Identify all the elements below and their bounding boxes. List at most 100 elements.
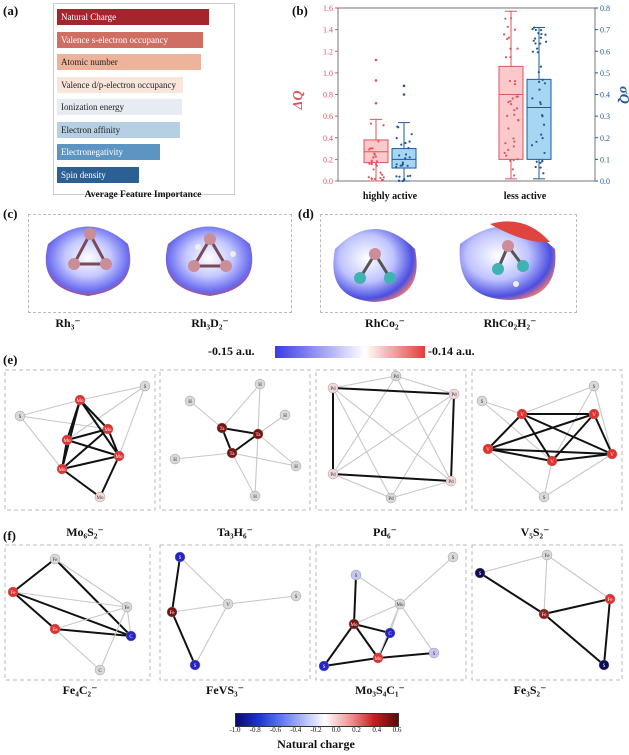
graph-edge (19, 399, 81, 417)
graph-node (254, 378, 266, 390)
panel-label-b: (b) (292, 3, 308, 18)
data-point (542, 123, 546, 126)
outlier-point (402, 93, 406, 96)
graph-node (169, 453, 181, 465)
caption-rhco2: RhCo₂⁻ (365, 316, 405, 330)
graph-node-label: S (19, 415, 22, 420)
graph-edge (521, 413, 613, 455)
graph-node-label: S (323, 665, 326, 670)
graph-node (604, 593, 616, 605)
left-tick-label: 1.2 (323, 47, 333, 56)
caption-rh3d2: Rh₃D₂⁻ (191, 316, 229, 330)
graph-node-label: Fe (170, 611, 176, 616)
graph-edge (12, 591, 56, 630)
box (363, 139, 389, 164)
graph-node-label: Pd (448, 480, 454, 485)
data-point (533, 26, 536, 29)
right-tick-label: 0.1 (600, 155, 610, 164)
data-point (379, 176, 382, 180)
data-point (408, 140, 411, 143)
data-point (379, 171, 382, 174)
data-point (517, 119, 520, 122)
feature-bar: Atomic number (57, 54, 202, 70)
data-point (369, 147, 372, 150)
graph-edge (99, 455, 120, 498)
graph-node (384, 627, 396, 639)
data-point (512, 174, 516, 177)
feature-bar: Ionization energy (57, 99, 182, 115)
data-point (509, 103, 513, 106)
caption-fe4c2: Fe₄C₂⁻ (62, 683, 98, 697)
panel-label-f: (f) (3, 528, 16, 543)
graph-ta3h6: H H H H H H Ta Ta Ta (159, 369, 311, 511)
data-point (539, 65, 543, 68)
data-point (541, 160, 544, 163)
outlier-point (374, 58, 378, 62)
data-point (395, 165, 398, 169)
graph-node (606, 448, 618, 460)
graph-node-label: Fe (608, 598, 614, 603)
data-point (510, 17, 513, 20)
data-point (535, 140, 538, 143)
graph-node (74, 394, 86, 406)
graph-edge (179, 556, 229, 605)
data-point (539, 102, 542, 106)
graph-node (474, 567, 486, 579)
data-point (404, 153, 408, 156)
graph-node (121, 601, 133, 613)
graph-node-label: Fe (125, 606, 131, 611)
graph-node (125, 630, 137, 642)
data-point (371, 147, 374, 150)
data-point (509, 55, 512, 59)
data-point (372, 168, 375, 171)
graph-edge (487, 448, 613, 455)
caption-rhco2h2: RhCo₂H₂⁻ (483, 316, 537, 330)
graph-edge (171, 603, 229, 613)
category-label: highly active (363, 191, 418, 202)
graph-node-label: C (388, 632, 392, 637)
data-point (539, 101, 542, 104)
graph-fe4c2: Fe Fe Fe Fe C C (4, 544, 151, 681)
graph-edge (395, 375, 452, 482)
graph-pd6: Pd Pd Pd Pd Pd Pd (315, 369, 467, 511)
data-point (372, 156, 375, 159)
left-tick-label: 1.6 (323, 4, 333, 13)
data-point (536, 47, 539, 50)
graph-node (348, 618, 360, 630)
graph-node-label: V (592, 413, 596, 418)
data-point (512, 145, 515, 148)
data-point (542, 172, 545, 175)
data-point (506, 37, 509, 41)
graph-node-label: Ta (230, 452, 236, 457)
graph-node (7, 586, 19, 598)
caption-fe3s2: Fe₃S₂⁻ (513, 683, 547, 697)
right-tick-label: 0.6 (600, 47, 610, 56)
feature-bar: Electron affinity (57, 121, 181, 138)
data-point (395, 175, 398, 178)
data-point (540, 32, 543, 36)
graph-node (216, 422, 228, 434)
graph-node-label: H (258, 383, 262, 388)
graph-node-label: S (481, 400, 484, 405)
right-tick-label: 0.7 (600, 26, 610, 35)
rh3d2-esp-map (165, 226, 253, 296)
data-point (531, 50, 535, 53)
right-tick-label: 0.0 (600, 177, 610, 186)
data-point (515, 107, 519, 110)
graph-node-label: Fe (545, 554, 551, 559)
left-tick-label: 0.2 (323, 155, 333, 164)
data-point (541, 137, 544, 140)
data-point (534, 28, 537, 32)
graph-edge (332, 375, 397, 475)
esp-max-label: -0.14 a.u. (428, 344, 475, 358)
left-tick-label: 0.0 (323, 177, 333, 186)
data-point (530, 144, 534, 147)
left-tick-label: 0.8 (323, 91, 333, 100)
data-point (516, 158, 519, 161)
graph-edge (19, 415, 109, 430)
graph-node-label: Fe (53, 628, 59, 633)
graphs-e: SSMoMoMoMoMoMoHHHHHHTaTaTaPdPdPdPdPdPdSS… (4, 369, 623, 511)
graph-edge (323, 623, 355, 667)
data-point (504, 56, 508, 59)
data-point (539, 161, 542, 164)
